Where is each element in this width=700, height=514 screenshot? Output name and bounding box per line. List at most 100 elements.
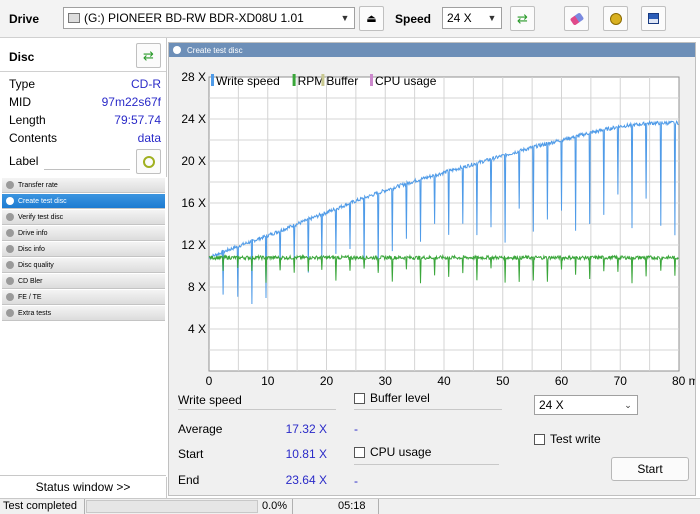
buffer-dash: -: [354, 422, 358, 436]
drive-select[interactable]: (G:) PIONEER BD-RW BDR-XD08U 1.01 ▼: [63, 7, 355, 29]
x-axis-labels: 0 10 20 30 40 50 60 70 80 min: [206, 374, 695, 388]
nav-item-label: Create test disc: [18, 197, 67, 205]
nav-item-verify-test-disc[interactable]: Verify test disc: [2, 210, 165, 225]
extra-tests-icon: [6, 309, 14, 317]
drive-select-value: (G:) PIONEER BD-RW BDR-XD08U 1.01: [84, 11, 304, 25]
eraser-icon: [569, 11, 584, 26]
y-axis-labels: 4 X 8 X 12 X 16 X 20 X 24 X 28 X: [181, 70, 206, 336]
chevron-down-icon: ⌄: [624, 399, 632, 410]
eject-button[interactable]: ⏏: [359, 6, 384, 31]
divider: [84, 499, 85, 514]
save-button[interactable]: [641, 6, 666, 31]
divider: [0, 71, 166, 72]
legend-swatch: [292, 74, 296, 86]
panel-title-bar: Create test disc: [169, 43, 695, 57]
test-speed-select[interactable]: 24 X ⌄: [534, 395, 638, 415]
coins-icon: [609, 12, 622, 25]
toolbar: Drive (G:) PIONEER BD-RW BDR-XD08U 1.01 …: [0, 0, 700, 38]
speed-select[interactable]: 24 X ▼: [442, 7, 502, 29]
fe-te-icon: [6, 293, 14, 301]
status-window-button[interactable]: Status window >>: [0, 475, 166, 497]
status-bar: Test completed 0.0% 05:18: [0, 498, 700, 514]
buffer-level-label: Buffer level: [370, 391, 430, 405]
info-key: Length: [9, 113, 46, 127]
refresh-icon: ⇄: [517, 10, 528, 26]
cpu-usage-checkbox[interactable]: CPU usage: [354, 445, 431, 459]
stats-heading: Write speed: [178, 393, 242, 407]
y-tick-label: 16 X: [181, 196, 206, 210]
info-key: MID: [9, 95, 31, 109]
disc-refresh-button[interactable]: ⇄: [136, 43, 161, 68]
nav-item-extra-tests[interactable]: Extra tests: [2, 306, 165, 321]
verify-test-disc-icon: [6, 213, 14, 221]
checkbox-box: [534, 433, 545, 445]
start-button-label: Start: [637, 462, 663, 476]
test-write-checkbox[interactable]: Test write: [534, 432, 601, 446]
y-tick-label: 12 X: [181, 238, 206, 252]
legend-label: Write speed: [216, 74, 280, 88]
drive-icon: [68, 13, 80, 23]
status-window-label: Status window >>: [35, 479, 131, 494]
transfer-rate-icon: [6, 181, 14, 189]
progress-bar: [86, 500, 258, 513]
create-test-disc-icon: [173, 46, 181, 54]
nav-item-label: Disc quality: [18, 261, 54, 269]
cd-bler-icon: [6, 277, 14, 285]
series-line-rpm: [208, 253, 679, 284]
grid: [209, 77, 679, 371]
x-tick-label: 30: [379, 374, 393, 388]
series: [208, 119, 679, 305]
legend-label: Buffer: [326, 74, 358, 88]
label-input[interactable]: [44, 150, 130, 170]
x-tick-label: 10: [261, 374, 275, 388]
speed-select-value: 24 X: [447, 11, 472, 25]
nav-item-create-test-disc[interactable]: Create test disc: [2, 194, 165, 209]
drive-label: Drive: [9, 12, 40, 26]
divider: [378, 499, 379, 514]
info-key: Contents: [9, 131, 58, 145]
refresh-speed-button[interactable]: ⇄: [510, 6, 535, 31]
nav-item-label: Disc info: [18, 245, 45, 253]
drive-info-icon: [6, 229, 14, 237]
checkbox-box: [354, 446, 365, 458]
speed-label: Speed: [395, 12, 432, 26]
info-value: CD-R: [131, 77, 161, 91]
legend-label: CPU usage: [375, 74, 437, 88]
info-value: data: [137, 131, 161, 145]
disc-quality-icon: [6, 261, 14, 269]
start-label: Start: [178, 447, 204, 461]
x-tick-label: 20: [320, 374, 334, 388]
test-speed-value: 24 X: [539, 398, 564, 412]
disc-info-type: Type CD-R: [9, 77, 161, 95]
x-tick-label: 60: [555, 374, 569, 388]
nav-item-disc-info[interactable]: Disc info: [2, 242, 165, 257]
status-text: Test completed: [3, 500, 77, 512]
nav-item-cd-bler[interactable]: CD Bler: [2, 274, 165, 289]
nav-item-disc-quality[interactable]: Disc quality: [2, 258, 165, 273]
nav-item-label: Extra tests: [18, 309, 52, 317]
erase-button[interactable]: [564, 6, 589, 31]
options-button[interactable]: [603, 6, 628, 31]
cpu-usage-label: CPU usage: [370, 445, 432, 459]
nav-item-fe-te[interactable]: FE / TE: [2, 290, 165, 305]
label-edit-button[interactable]: [136, 149, 161, 174]
x-tick-label: 0: [206, 374, 213, 388]
nav-item-label: Verify test disc: [18, 213, 64, 221]
nav-item-transfer-rate[interactable]: Transfer rate: [2, 178, 165, 193]
write-speed-chart: 4 X 8 X 12 X 16 X 20 X 24 X 28 X 0 10 20 30 40 50 60…: [181, 70, 695, 388]
start-button[interactable]: Start: [611, 457, 689, 481]
disc-title: Disc: [9, 50, 35, 64]
divider: [354, 409, 502, 410]
info-value: 97m22s67f: [101, 95, 161, 109]
nav-item-label: FE / TE: [18, 293, 42, 301]
label-key: Label: [9, 154, 39, 168]
panel-title: Create test disc: [187, 45, 243, 55]
chevron-down-icon: ▼: [340, 13, 350, 23]
nav-item-drive-info[interactable]: Drive info: [2, 226, 165, 241]
checkbox-box: [354, 392, 365, 404]
disc-info-icon: [6, 245, 14, 253]
y-tick-label: 4 X: [188, 322, 206, 336]
buffer-level-checkbox[interactable]: Buffer level: [354, 391, 430, 405]
end-value: 23.64 X: [285, 473, 327, 487]
